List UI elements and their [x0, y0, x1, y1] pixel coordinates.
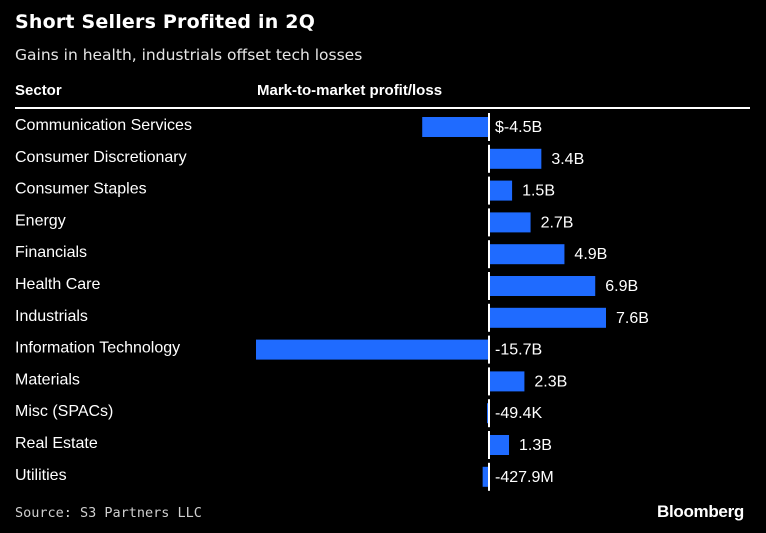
value-label: 7.6B [616, 310, 649, 327]
bar [489, 244, 565, 265]
bar [489, 371, 525, 392]
zero-axis-tick [488, 399, 490, 428]
value-label: 3.4B [551, 151, 584, 168]
zero-axis-tick [488, 431, 490, 459]
value-label: $-4.5B [495, 119, 542, 136]
value-label: 1.5B [522, 183, 555, 200]
zero-axis-tick [488, 240, 490, 269]
category-label: Information Technology [15, 340, 180, 357]
zero-axis-tick [488, 176, 490, 205]
bar [489, 180, 513, 201]
bar [489, 148, 542, 169]
value-label: -15.7B [495, 342, 542, 359]
value-label: -49.4K [495, 405, 542, 422]
value-label: -427.9M [495, 469, 554, 486]
value-label: 4.9B [574, 246, 607, 263]
source-note: Source: S3 Partners LLC [15, 505, 202, 521]
bar [489, 307, 606, 328]
value-label: 2.3B [534, 373, 567, 390]
chart-subtitle: Gains in health, industrials offset tech… [15, 46, 363, 64]
bar [256, 339, 489, 360]
bar [482, 466, 489, 487]
zero-axis-tick [488, 272, 490, 300]
category-label: Energy [15, 212, 66, 229]
column-header-sector: Sector [15, 82, 62, 99]
zero-axis-tick [488, 208, 490, 237]
zero-axis-tick [488, 367, 490, 396]
zero-axis-tick [488, 144, 490, 173]
zero-axis-tick [488, 335, 490, 364]
chart-title: Short Sellers Profited in 2Q [15, 11, 316, 33]
category-label: Materials [15, 371, 80, 388]
value-label: 6.9B [605, 278, 638, 295]
bar [489, 276, 596, 296]
header-rule [15, 107, 750, 109]
zero-axis-tick [488, 462, 490, 491]
category-label: Misc (SPACs) [15, 403, 113, 420]
bar [489, 212, 531, 233]
bloomberg-logo: Bloomberg [656, 502, 744, 521]
column-header-value: Mark-to-market profit/loss [257, 82, 443, 99]
zero-axis-tick [488, 303, 490, 332]
bar [489, 435, 510, 455]
category-label: Financials [15, 244, 87, 261]
category-label: Health Care [15, 276, 100, 293]
category-label: Industrials [15, 308, 88, 325]
category-label: Consumer Staples [15, 181, 147, 198]
value-label: 1.3B [519, 437, 552, 454]
category-label: Communication Services [15, 117, 192, 134]
category-label: Consumer Discretionary [15, 149, 187, 166]
bar [422, 117, 489, 137]
zero-axis-tick [488, 113, 490, 141]
value-label: 2.7B [541, 214, 574, 231]
category-label: Real Estate [15, 435, 98, 452]
category-label: Utilities [15, 467, 67, 484]
